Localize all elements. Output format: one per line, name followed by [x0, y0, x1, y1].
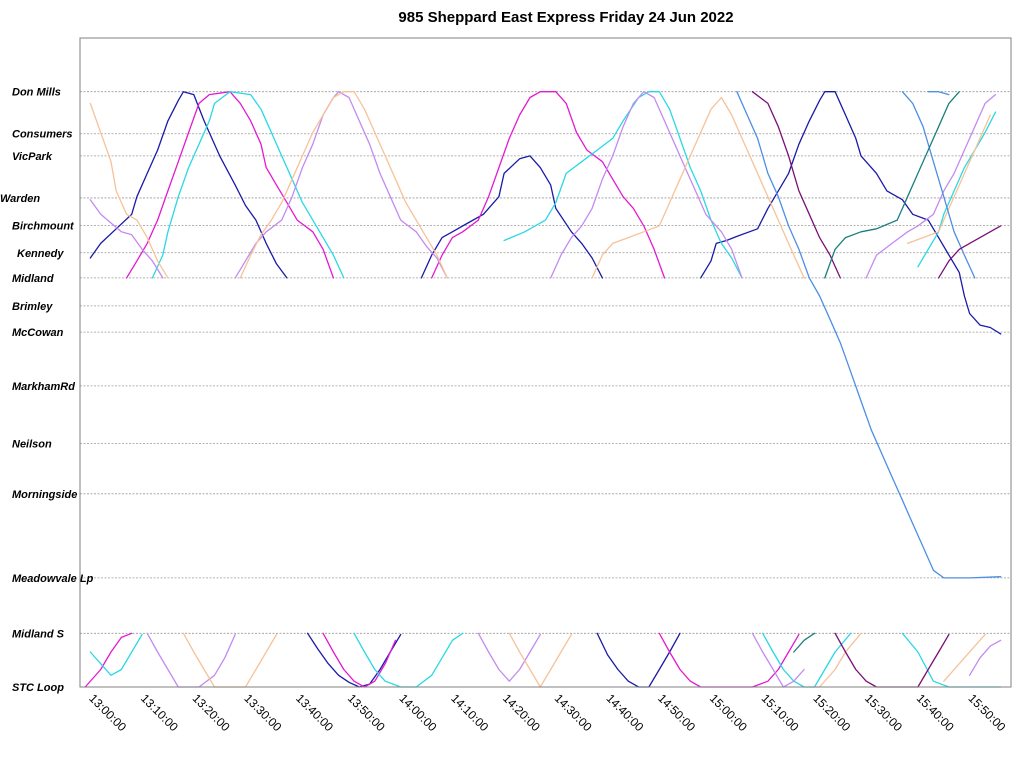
trip-line	[550, 91, 743, 279]
trip-line	[901, 632, 1002, 688]
stop-label: Midland	[12, 273, 54, 285]
trip-line	[751, 91, 841, 279]
trip-line	[89, 633, 143, 676]
stop-label: Neilson	[12, 439, 52, 451]
stop-label: Warden	[0, 193, 40, 205]
trip-line	[503, 91, 743, 279]
time-tick-label: 14:00:00	[397, 691, 440, 734]
stop-label: Consumers	[12, 129, 73, 141]
stop-label: Meadowvale Lp	[12, 573, 94, 585]
trip-line	[125, 91, 335, 279]
plot-frame	[79, 37, 1012, 688]
stop-gridlines	[80, 91, 1011, 688]
stop-label: Kennedy	[17, 248, 64, 260]
trip-line	[84, 632, 133, 688]
trip-line	[420, 155, 604, 279]
time-tick-label: 14:40:00	[603, 691, 646, 734]
trip-line	[182, 632, 278, 688]
stop-labels: Don Mills Consumers VicPark Warden Birchmoun…	[0, 87, 94, 694]
time-tick-label: 15:10:00	[759, 691, 802, 734]
trip-line	[477, 632, 541, 682]
trip-line	[146, 632, 236, 688]
time-tick-label: 15:40:00	[914, 691, 957, 734]
time-tick-label: 15:20:00	[810, 691, 853, 734]
trip-line	[906, 114, 991, 245]
trip-line	[901, 91, 976, 279]
trip-line	[751, 632, 805, 688]
stop-label: Birchmount	[12, 220, 75, 232]
stop-label: MarkhamRd	[12, 381, 75, 393]
trip-line	[596, 632, 681, 688]
trip-line	[700, 91, 1002, 335]
stop-label: Midland S	[12, 628, 65, 640]
time-tick-label: 13:20:00	[190, 691, 233, 734]
trip-line	[736, 91, 1002, 579]
trip-series	[84, 91, 1002, 688]
stop-label: STC Loop	[12, 682, 64, 694]
time-tick-label: 15:00:00	[707, 691, 750, 734]
trip-line	[508, 632, 573, 688]
time-tick-label: 14:20:00	[500, 691, 543, 734]
trip-line	[353, 632, 464, 688]
trip-line	[808, 632, 862, 688]
time-tick-label: 13:10:00	[138, 691, 181, 734]
trip-line	[865, 93, 997, 279]
time-tick-label: 13:40:00	[293, 691, 336, 734]
time-tick-label: 15:50:00	[966, 691, 1009, 734]
stop-label: Brimley	[12, 301, 53, 313]
trip-line	[234, 91, 448, 279]
trip-line	[306, 632, 402, 688]
trip-line	[927, 91, 950, 96]
stop-label: Don Mills	[12, 87, 61, 99]
time-tick-label: 15:30:00	[862, 691, 905, 734]
trip-line	[151, 91, 345, 279]
time-tick-labels: 13:00:00 13:10:00 13:20:00 13:30:00 13:40:00…	[86, 691, 1008, 734]
trip-line	[89, 199, 164, 279]
trip-line	[917, 111, 997, 268]
stop-label: Morningside	[12, 489, 77, 501]
trip-line	[762, 632, 852, 688]
trip-line	[824, 91, 960, 279]
time-tick-label: 13:00:00	[86, 691, 129, 734]
time-tick-label: 13:50:00	[345, 691, 388, 734]
chart-title: 985 Sheppard East Express Friday 24 Jun …	[398, 9, 733, 26]
trip-line	[943, 633, 986, 682]
time-tick-label: 14:30:00	[552, 691, 595, 734]
stop-label: VicPark	[12, 151, 53, 163]
trip-line	[89, 102, 169, 279]
time-tick-label: 14:50:00	[655, 691, 698, 734]
trip-line	[322, 632, 397, 688]
trip-line	[239, 91, 448, 279]
trip-line	[968, 639, 1002, 676]
trip-line	[591, 96, 805, 279]
trip-line	[431, 91, 666, 279]
trip-line	[937, 225, 1002, 279]
stop-label: McCowan	[12, 327, 64, 339]
time-tick-label: 14:10:00	[448, 691, 491, 734]
trip-line	[89, 91, 288, 279]
trip-line	[793, 632, 816, 653]
time-tick-label: 13:30:00	[241, 691, 284, 734]
